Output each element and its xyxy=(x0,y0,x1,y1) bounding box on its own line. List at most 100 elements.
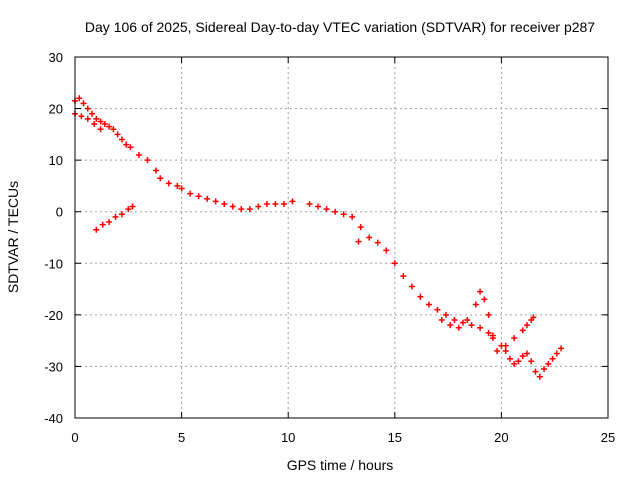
data-point xyxy=(558,345,565,352)
y-tick-label: -10 xyxy=(44,256,63,271)
data-point xyxy=(536,373,543,380)
data-point xyxy=(553,350,560,357)
data-point xyxy=(502,342,509,349)
data-point xyxy=(114,131,121,138)
x-tick-label: 15 xyxy=(388,430,402,445)
data-point xyxy=(511,335,518,342)
data-point xyxy=(545,360,552,367)
y-tick-label: 30 xyxy=(49,50,63,65)
data-point xyxy=(460,319,467,326)
data-point xyxy=(229,203,236,210)
x-tick-label: 20 xyxy=(494,430,508,445)
data-point xyxy=(434,306,441,313)
data-point xyxy=(391,260,398,267)
data-point xyxy=(417,293,424,300)
data-point xyxy=(255,203,262,210)
data-point xyxy=(485,311,492,318)
y-tick-label: 0 xyxy=(56,205,63,220)
data-point xyxy=(515,358,522,365)
data-point xyxy=(477,288,484,295)
data-point xyxy=(468,322,475,329)
data-point xyxy=(289,198,296,205)
data-point xyxy=(477,324,484,331)
data-point xyxy=(238,206,245,213)
y-axis-label: SDTVAR / TECUs xyxy=(5,181,21,293)
chart-title: Day 106 of 2025, Sidereal Day-to-day VTE… xyxy=(85,19,595,35)
data-point xyxy=(89,110,96,117)
data-point xyxy=(349,213,356,220)
data-point xyxy=(165,180,172,187)
data-point xyxy=(438,317,445,324)
tick-labels: 0 5 10 15 20 25 -40 -30 -20 -10 0 10 20 30 xyxy=(44,50,615,445)
series-group xyxy=(355,238,362,245)
series-group xyxy=(72,110,104,133)
data-point xyxy=(383,247,390,254)
data-point xyxy=(93,226,100,233)
data-point xyxy=(511,360,518,367)
data-point xyxy=(272,200,279,207)
data-point xyxy=(280,200,287,207)
data-point xyxy=(99,221,106,228)
data-point xyxy=(442,311,449,318)
data-point xyxy=(425,301,432,308)
data-point xyxy=(502,347,509,354)
data-point xyxy=(357,224,364,231)
data-point xyxy=(485,329,492,336)
data-point xyxy=(519,327,526,334)
data-point xyxy=(366,234,373,241)
data-point xyxy=(451,317,458,324)
data-point xyxy=(135,151,142,158)
data-point xyxy=(153,167,160,174)
data-point xyxy=(125,206,132,213)
data-point xyxy=(263,200,270,207)
data-point xyxy=(101,121,108,128)
data-point xyxy=(306,200,313,207)
data-point xyxy=(93,115,100,122)
data-point xyxy=(332,208,339,215)
data-point xyxy=(489,332,496,339)
data-point xyxy=(212,198,219,205)
data-point xyxy=(221,200,228,207)
data-point xyxy=(472,301,479,308)
data-marks xyxy=(72,95,565,380)
axis-ticks xyxy=(74,56,609,419)
data-point xyxy=(246,206,253,213)
data-point xyxy=(118,211,125,218)
data-point xyxy=(464,317,471,324)
data-point xyxy=(523,350,530,357)
data-point xyxy=(494,347,501,354)
data-point xyxy=(532,368,539,375)
data-point xyxy=(447,322,454,329)
data-point xyxy=(323,206,330,213)
data-point xyxy=(76,95,83,102)
data-point xyxy=(174,182,181,189)
data-point xyxy=(506,355,513,362)
series-group xyxy=(438,288,496,339)
data-point xyxy=(481,296,488,303)
data-point xyxy=(91,121,98,128)
data-point xyxy=(112,213,119,220)
x-tick-label: 10 xyxy=(281,430,295,445)
data-point xyxy=(519,353,526,360)
data-point xyxy=(204,195,211,202)
data-point xyxy=(127,144,134,151)
data-point xyxy=(80,100,87,107)
x-tick-label: 0 xyxy=(71,430,78,445)
data-point xyxy=(157,175,164,182)
plot-frame xyxy=(74,56,609,419)
y-tick-label: 20 xyxy=(49,102,63,117)
y-tick-label: 10 xyxy=(49,153,63,168)
y-tick-label: -30 xyxy=(44,359,63,374)
data-point xyxy=(144,157,151,164)
data-point xyxy=(123,141,130,148)
data-point xyxy=(118,136,125,143)
data-point xyxy=(523,322,530,329)
x-tick-label: 25 xyxy=(601,430,615,445)
data-point xyxy=(195,193,202,200)
data-point xyxy=(84,115,91,122)
data-point xyxy=(374,239,381,246)
data-point xyxy=(528,358,535,365)
data-point xyxy=(187,190,194,197)
